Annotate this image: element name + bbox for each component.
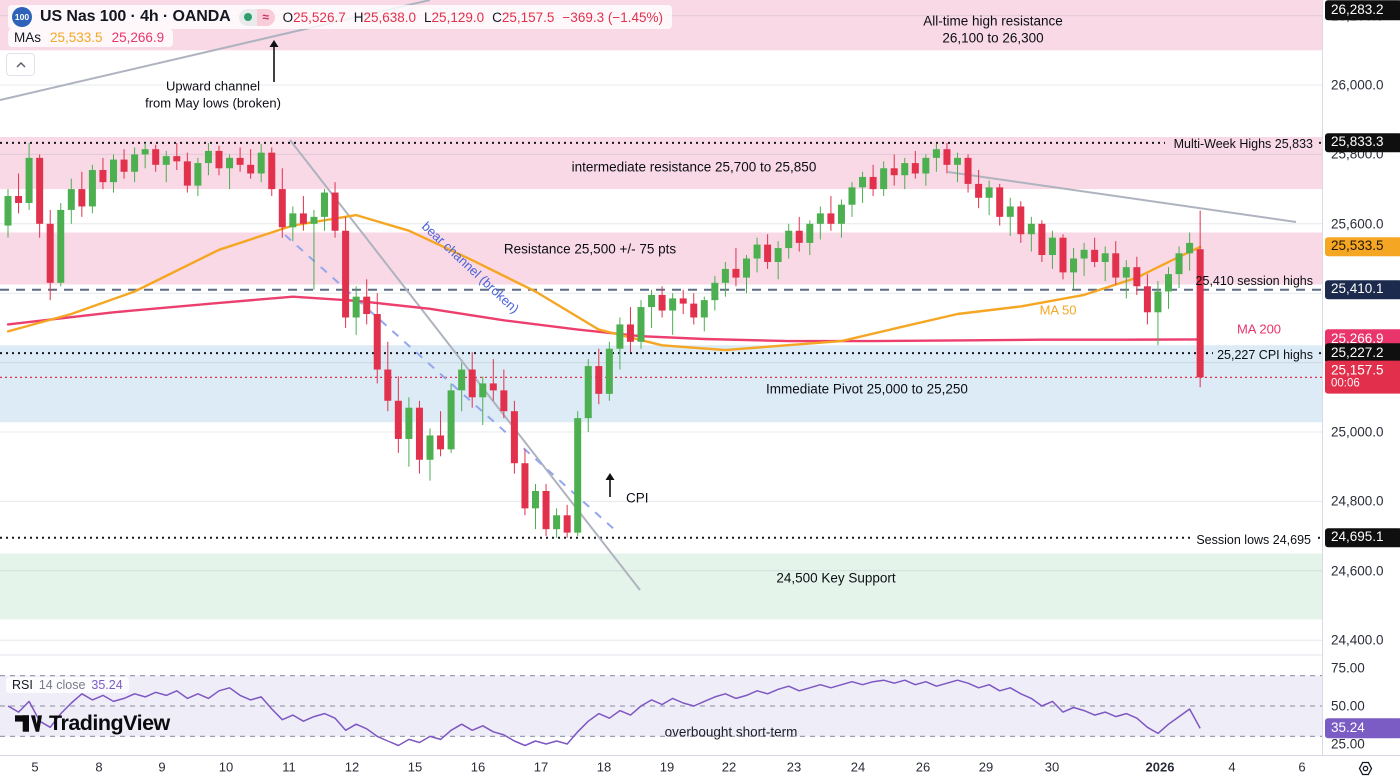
ma200-line (6, 295, 1202, 343)
symbol-logo-badge: 100 (12, 7, 32, 27)
tradingview-logo-text: TradingView (49, 711, 170, 735)
time-tick: 12 (344, 759, 360, 775)
price-tick: 25,600.0 (1331, 216, 1384, 232)
annotation-ma200-label[interactable]: MA 200 (1236, 321, 1282, 337)
annotation-intermediate-resistance[interactable]: intermediate resistance 25,700 to 25,850 (571, 159, 817, 175)
ma200-value: 25,266.9 (111, 30, 165, 45)
symbol-legend[interactable]: 100 US Nas 100 · 4h · OANDA ≈ O25,526.7 H… (8, 5, 672, 29)
price-badge: 35.24 (1325, 718, 1400, 739)
time-tick: 24 (850, 759, 866, 775)
delayed-data-icon: ≈ (256, 8, 275, 26)
annotation-ma50-label[interactable]: MA 50 (1039, 302, 1077, 318)
ohlc-l: L25,129.0 (424, 9, 485, 25)
zone-zone_pink (0, 232, 1322, 285)
mas-label: MAs (14, 30, 41, 45)
axis-settings-icon (1358, 761, 1372, 775)
time-tick: 8 (95, 759, 103, 775)
time-tick: 29 (978, 759, 994, 775)
time-tick: 15 (407, 759, 423, 775)
price-tick: 26,000.0 (1331, 77, 1384, 93)
price-tick: 25.00 (1331, 736, 1365, 752)
time-tick: 18 (596, 759, 612, 775)
rsi-indicator-value: 35.24 (91, 678, 123, 692)
zone-zone_green (0, 553, 1322, 620)
ohlc-values: O25,526.7 H25,638.0 L25,129.0 C25,157.5 (283, 10, 555, 25)
tradingview-logo-icon (15, 714, 42, 732)
time-tick: 16 (470, 759, 486, 775)
market-open-dot-icon (238, 8, 257, 26)
time-tick: 9 (158, 759, 166, 775)
channel-arrow (269, 40, 279, 47)
price-badge: 26,283.2 (1325, 0, 1400, 20)
time-tick: 26 (915, 759, 931, 775)
candles-layer (4, 142, 1204, 538)
axis-settings-corner[interactable] (1356, 760, 1374, 776)
rsi-legend[interactable]: RSI 14 close 35.24 (6, 677, 129, 693)
price-badge: 25,533.5 (1325, 237, 1400, 257)
collapse-legend-button[interactable] (6, 53, 35, 76)
ohlc-h: H25,638.0 (353, 9, 417, 25)
time-tick: 22 (721, 759, 737, 775)
time-tick: 5 (31, 759, 39, 775)
time-tick: 23 (786, 759, 802, 775)
time-tick: 6 (1298, 759, 1306, 775)
annotation-cpi[interactable]: CPI (626, 490, 649, 506)
price-badge: 24,695.1 (1325, 528, 1400, 548)
ohlc-o: O25,526.7 (282, 9, 346, 25)
symbol-title[interactable]: US Nas 100 · 4h · OANDA (40, 8, 231, 25)
annotation-session-highs[interactable]: 25,410 session highs (1195, 274, 1313, 288)
price-badge: 25,157.5 00:06 (1325, 360, 1400, 394)
time-tick: 19 (659, 759, 675, 775)
price-tick: 50.00 (1331, 698, 1365, 714)
price-tick: 75.00 (1331, 660, 1365, 676)
market-status-pill[interactable]: ≈ (238, 8, 275, 26)
ma50-line (6, 213, 1202, 352)
annotation-overbought[interactable]: overbought short-term (664, 724, 798, 740)
annotation-immediate-pivot[interactable]: Immediate Pivot 25,000 to 25,250 (766, 381, 968, 397)
tradingview-logo[interactable]: TradingView (15, 711, 170, 736)
time-tick: 4 (1228, 759, 1236, 775)
time-tick: 10 (218, 759, 234, 775)
price-tick: 24,800.0 (1331, 493, 1384, 509)
annotation-session-lows[interactable]: Session lows 24,695 (1196, 533, 1311, 547)
price-axis[interactable]: 26,200.026,000.025,800.025,600.025,200.0… (1322, 0, 1400, 755)
cpi-arrow (605, 473, 615, 480)
price-tick: 25,000.0 (1331, 424, 1384, 440)
annotation-resistance-25500[interactable]: Resistance 25,500 +/- 75 pts (503, 241, 677, 257)
zone-zone_blue (0, 345, 1322, 423)
annotation-ath-resistance[interactable]: All-time high resistance 26,100 to 26,30… (923, 13, 1063, 46)
time-tick: 2026 (1145, 759, 1175, 775)
annotation-key-support[interactable]: 24,500 Key Support (776, 570, 896, 586)
time-tick: 17 (533, 759, 549, 775)
rsi-line (7, 679, 1201, 747)
price-badge: 25,833.3 (1325, 133, 1400, 153)
price-badge: 25,227.2 (1325, 343, 1400, 363)
annotation-multi-week-highs[interactable]: Multi-Week Highs 25,833 (1173, 137, 1313, 151)
annotation-cpi-highs[interactable]: 25,227 CPI highs (1217, 348, 1313, 362)
rsi-indicator-params: 14 close (38, 678, 86, 692)
ohlc-c: C25,157.5 (492, 9, 555, 25)
price-tick: 24,600.0 (1331, 563, 1384, 579)
descending-trendline (947, 171, 1297, 223)
ma50-value: 25,533.5 (50, 30, 103, 45)
rsi-indicator-name: RSI (12, 678, 33, 692)
change-value: −369.3 (−1.45%) (562, 9, 663, 25)
price-tick: 24,400.0 (1331, 632, 1384, 648)
chevron-up-icon (15, 61, 26, 68)
bear-channel-upper (289, 139, 641, 591)
bear-channel-lower (284, 234, 616, 531)
ma-legend[interactable]: MAs 25,533.5 25,266.9 (8, 29, 174, 47)
time-axis[interactable]: 5 8 9 10 11 12 15 16 17 18 19 22 23 24 26 29 30 2026 4 6 (0, 755, 1400, 778)
annotation-upward-channel[interactable]: Upward channel from May lows (broken) (145, 78, 281, 110)
price-badge: 25,410.1 (1325, 279, 1400, 300)
time-tick: 11 (282, 759, 296, 775)
time-tick: 30 (1044, 759, 1060, 775)
